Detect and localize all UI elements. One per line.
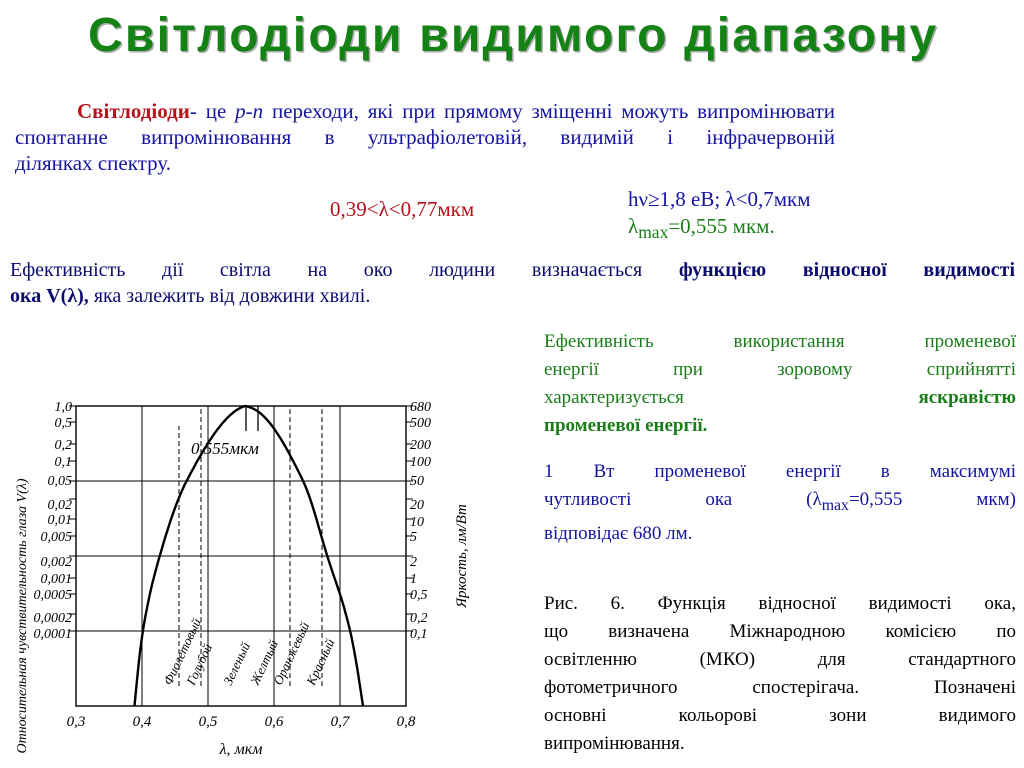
svg-text:0,7: 0,7 xyxy=(331,714,351,730)
svg-text:100: 100 xyxy=(410,455,431,470)
svg-text:0,8: 0,8 xyxy=(397,714,416,730)
svg-text:0,5: 0,5 xyxy=(410,588,428,603)
svg-text:0,005: 0,005 xyxy=(41,530,73,545)
svg-text:200: 200 xyxy=(410,438,431,453)
svg-text:500: 500 xyxy=(410,416,431,431)
svg-text:1,0: 1,0 xyxy=(55,400,73,415)
svg-text:0,001: 0,001 xyxy=(41,572,73,587)
svg-text:0,6: 0,6 xyxy=(265,714,284,730)
svg-text:Относительная чувствительность: Относительная чувствительность глаза V(λ… xyxy=(15,478,30,753)
svg-text:0,1: 0,1 xyxy=(410,627,428,642)
svg-text:Яркость, лм/Вт: Яркость, лм/Вт xyxy=(454,504,470,609)
svg-text:0,0001: 0,0001 xyxy=(34,627,73,642)
svg-text:0,5: 0,5 xyxy=(199,714,218,730)
svg-text:0,01: 0,01 xyxy=(48,513,73,528)
svg-text:0,5: 0,5 xyxy=(55,416,73,431)
svg-text:0,0002: 0,0002 xyxy=(34,611,73,626)
svg-text:λ, мкм: λ, мкм xyxy=(219,741,263,758)
svg-text:5: 5 xyxy=(410,530,417,545)
svg-text:0,3: 0,3 xyxy=(67,714,86,730)
svg-text:680: 680 xyxy=(410,400,431,415)
svg-text:0,1: 0,1 xyxy=(55,455,73,470)
svg-text:0,05: 0,05 xyxy=(48,474,73,489)
svg-text:10: 10 xyxy=(410,515,424,530)
svg-text:0,555мкм: 0,555мкм xyxy=(191,439,259,458)
svg-text:20: 20 xyxy=(410,498,424,513)
svg-text:0,002: 0,002 xyxy=(41,555,73,570)
svg-text:0,4: 0,4 xyxy=(133,714,152,730)
svg-text:0,02: 0,02 xyxy=(48,498,73,513)
svg-text:0,0005: 0,0005 xyxy=(34,588,73,603)
svg-text:2: 2 xyxy=(410,555,417,570)
svg-text:1: 1 xyxy=(410,572,417,587)
svg-text:Красный: Красный xyxy=(303,636,338,688)
svg-text:0,2: 0,2 xyxy=(55,438,73,453)
svg-text:0,2: 0,2 xyxy=(410,611,428,626)
